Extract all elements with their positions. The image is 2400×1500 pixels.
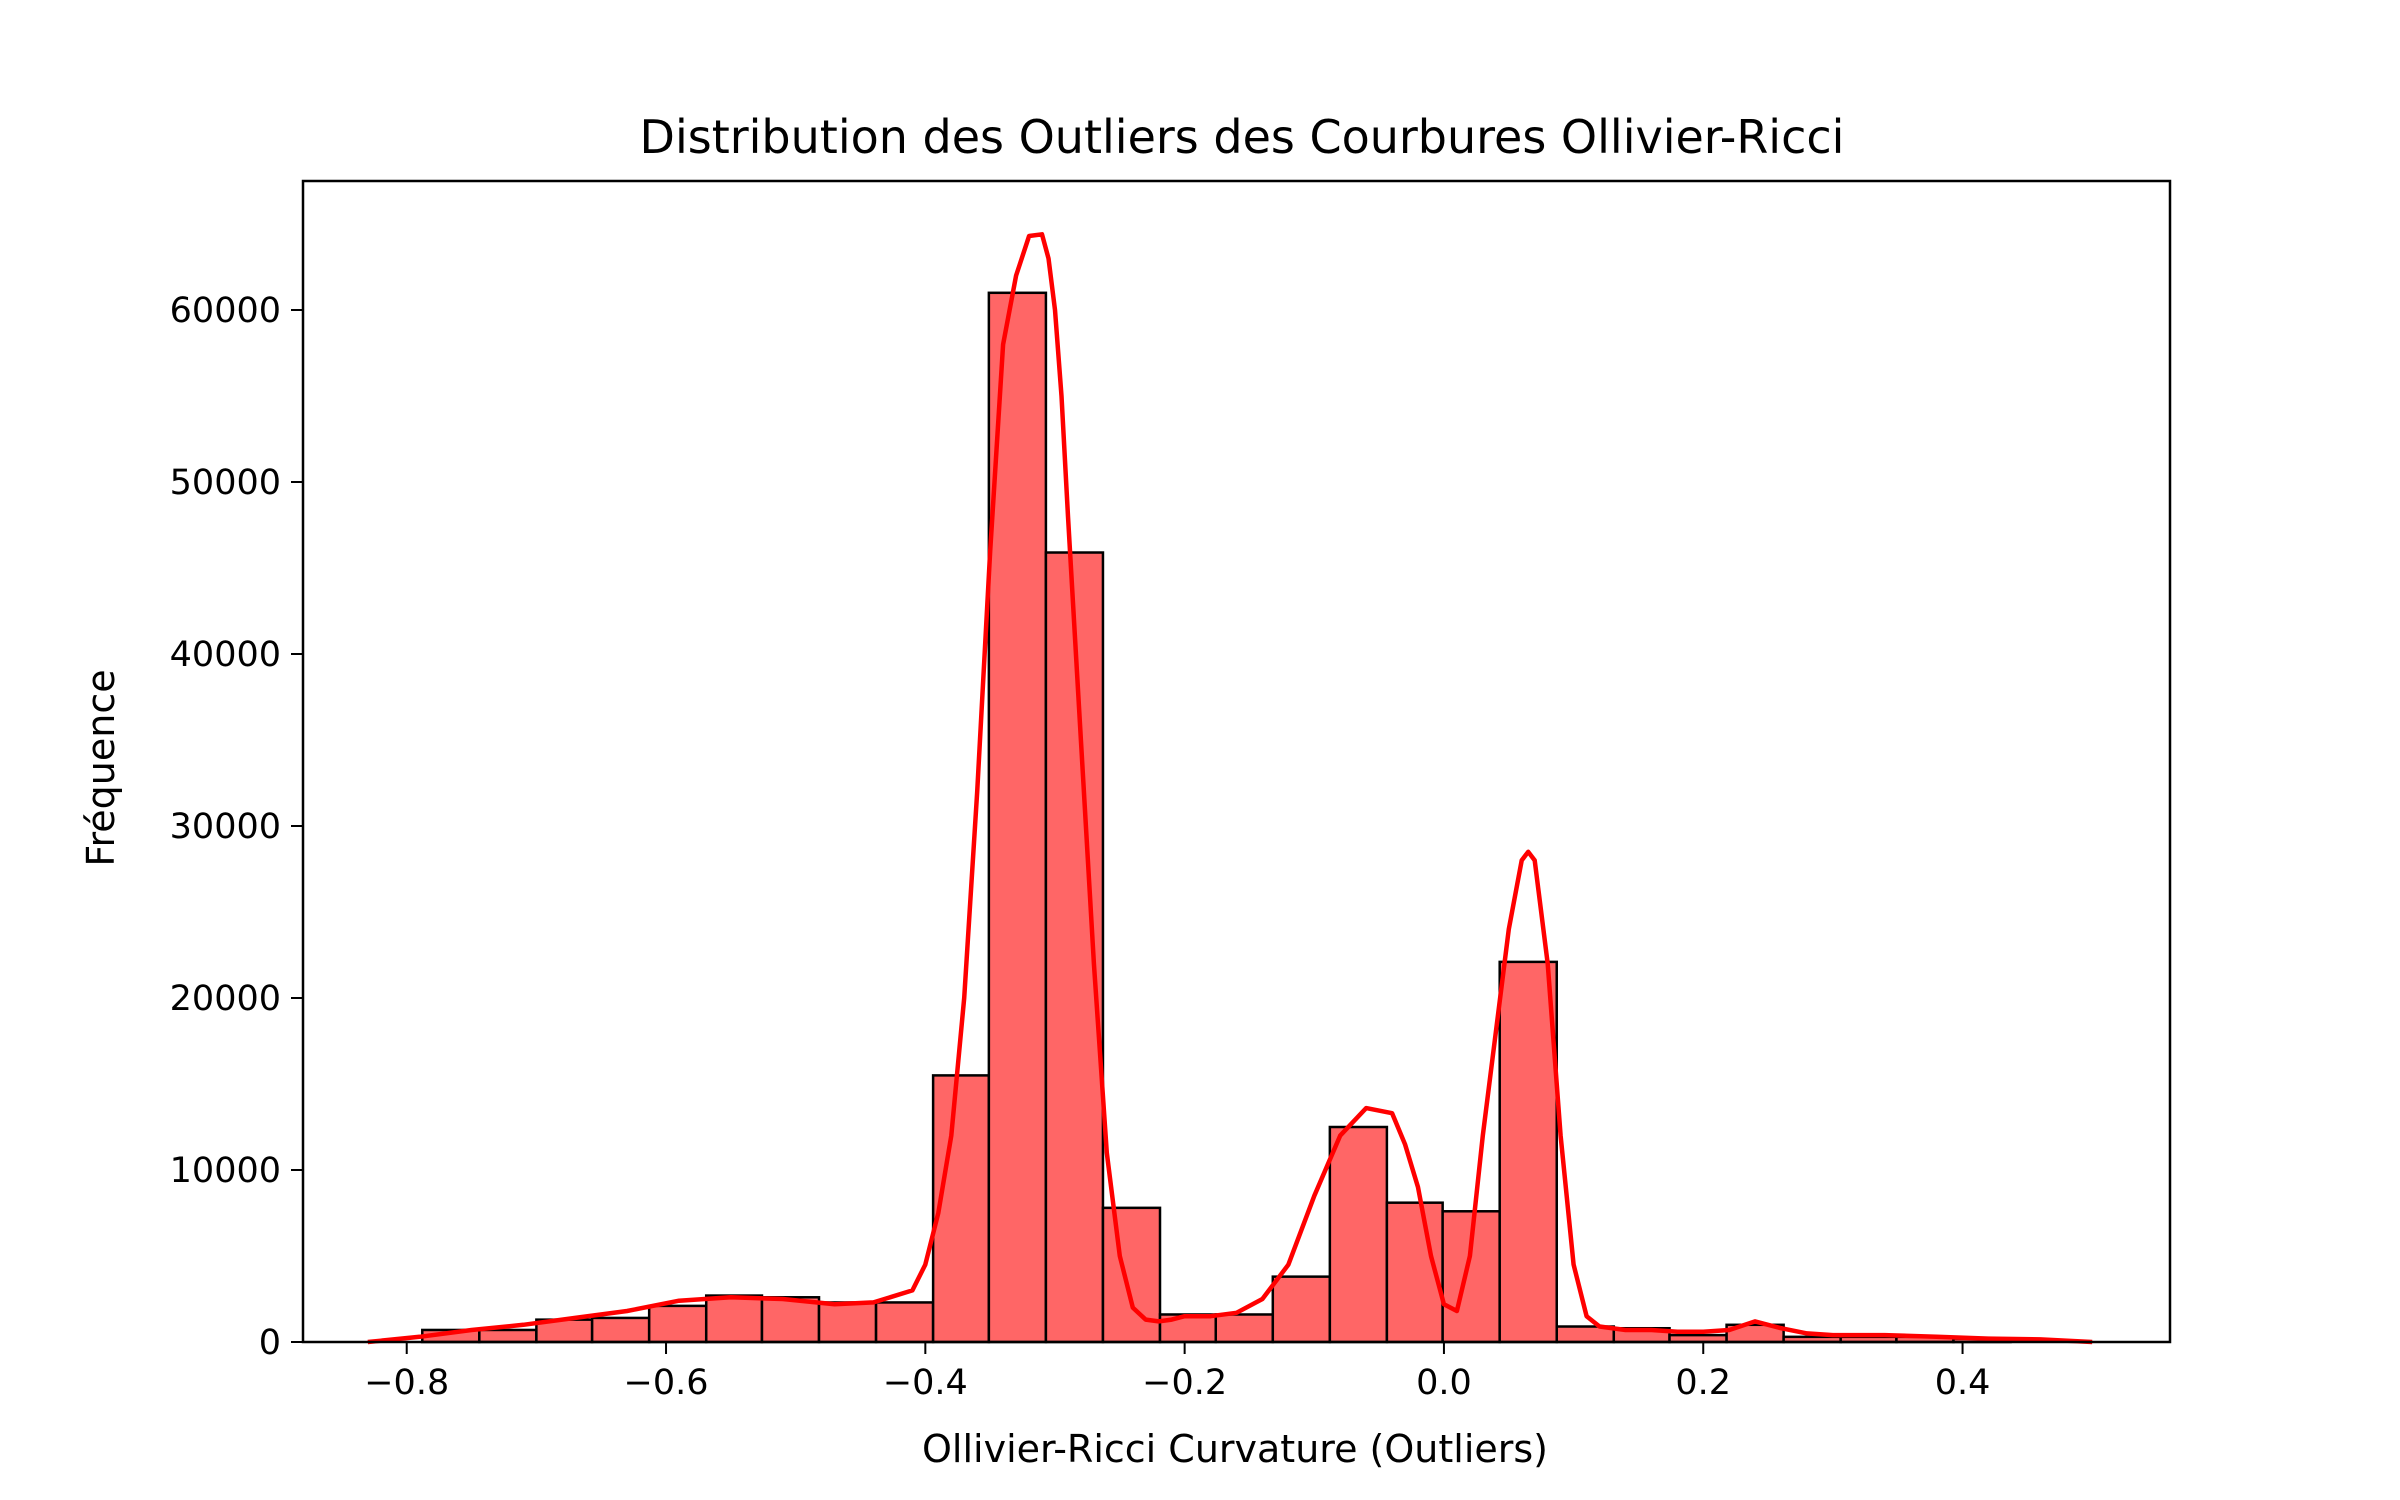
y-axis-label: Fréquence xyxy=(79,669,123,866)
histogram-bar xyxy=(817,1301,878,1344)
histogram-bar xyxy=(704,1294,764,1344)
x-tick-label: 0.4 xyxy=(1935,1363,1991,1403)
histogram-bar xyxy=(987,291,1048,1344)
axes-frame xyxy=(301,179,2172,1344)
histogram-bar xyxy=(478,1328,538,1344)
x-axis-ticks: −0.8 −0.6 −0.4 −0.2 0.0 0.2 0.4 xyxy=(364,1342,1990,1403)
y-tick-label: 0 xyxy=(259,1323,281,1363)
x-tick-label: −0.4 xyxy=(883,1363,968,1403)
x-tick-label: 0.0 xyxy=(1416,1363,1472,1403)
x-tick-label: −0.2 xyxy=(1142,1363,1227,1403)
x-tick-label: −0.6 xyxy=(624,1363,709,1403)
histogram-bar xyxy=(1328,1125,1389,1344)
x-tick-label: −0.8 xyxy=(364,1363,449,1403)
y-tick-label: 10000 xyxy=(170,1151,281,1191)
histogram-bar xyxy=(590,1316,651,1344)
y-tick-label: 50000 xyxy=(170,463,281,503)
histogram-bar xyxy=(1271,1275,1332,1344)
y-axis-ticks: 0 10000 20000 30000 40000 50000 60000 xyxy=(170,291,303,1363)
histogram-bar xyxy=(874,1301,935,1344)
histogram-bar xyxy=(931,1074,991,1344)
y-tick-label: 20000 xyxy=(170,979,281,1019)
histogram-bar xyxy=(647,1304,708,1344)
y-tick-label: 60000 xyxy=(170,291,281,331)
x-tick-label: 0.2 xyxy=(1675,1363,1731,1403)
x-axis-label: Ollivier-Ricci Curvature (Outliers) xyxy=(922,1427,1548,1471)
y-tick-label: 30000 xyxy=(170,807,281,847)
histogram-bar xyxy=(1214,1313,1275,1344)
chart-title: Distribution des Outliers des Courbures … xyxy=(640,110,1845,164)
plot-area xyxy=(301,179,2172,1345)
kde-curve xyxy=(367,232,2093,1345)
y-tick-label: 40000 xyxy=(170,635,281,675)
histogram-bars xyxy=(421,291,2012,1344)
histogram-bar xyxy=(1498,960,1558,1344)
